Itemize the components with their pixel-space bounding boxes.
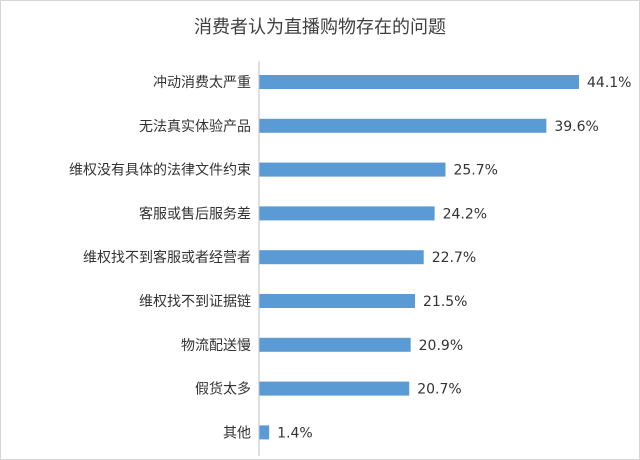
- value-label: 20.7%: [417, 382, 461, 398]
- value-label: 39.6%: [554, 119, 598, 135]
- category-label: 其他: [223, 425, 251, 441]
- bar: [259, 294, 416, 308]
- bar: [259, 425, 270, 440]
- chart-title: 消费者认为直播购物存在的问题: [194, 17, 446, 38]
- value-label: 24.2%: [443, 206, 487, 222]
- category-label: 无法真实体验产品: [139, 119, 251, 135]
- value-label: 21.5%: [423, 294, 467, 310]
- bar: [259, 118, 547, 133]
- bar: [259, 75, 579, 89]
- value-label: 25.7%: [453, 163, 497, 179]
- value-label: 44.1%: [587, 75, 631, 91]
- bar: [259, 206, 435, 221]
- value-label: 1.4%: [277, 425, 313, 441]
- category-label: 客服或售后服务差: [139, 205, 251, 222]
- category-label: 维权没有具体的法律文件约束: [69, 163, 251, 179]
- bar: [259, 381, 410, 396]
- value-label: 20.9%: [419, 338, 463, 354]
- bar: [259, 250, 424, 265]
- bar: [259, 162, 446, 177]
- bar: [259, 337, 411, 352]
- bars-group: 冲动消费太严重 44.1% 无法真实体验产品 39.6% 维权没有具体的法律文件约束 25…: [69, 75, 631, 441]
- category-label: 维权找不到客服或者经营者: [83, 249, 251, 266]
- category-label: 冲动消费太严重: [153, 75, 251, 91]
- value-label: 22.7%: [432, 250, 476, 266]
- category-label: 维权找不到证据链: [139, 294, 251, 310]
- category-label: 假货太多: [195, 381, 251, 398]
- category-label: 物流配送慢: [181, 337, 251, 354]
